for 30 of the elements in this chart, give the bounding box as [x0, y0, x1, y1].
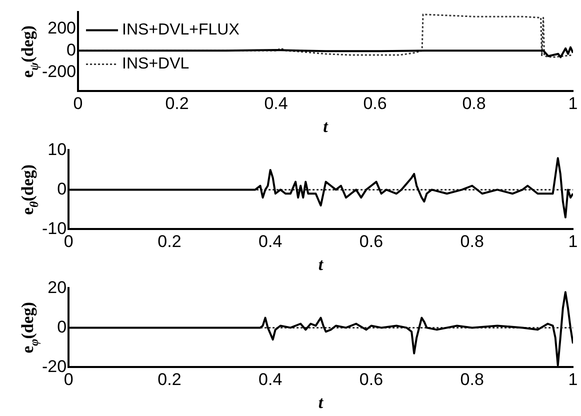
x-tick-label: 0.8 [460, 370, 484, 390]
x-tick-label: 1 [568, 94, 578, 114]
legend-label: INS+DVL+FLUX [122, 22, 240, 39]
x-tick-label: 0.4 [258, 370, 282, 390]
x-tick-label: 0.2 [158, 232, 182, 252]
x-tick-label: 0.2 [165, 94, 189, 114]
x-tick-label: 1 [568, 370, 578, 390]
y-tick-label: 200 [48, 18, 76, 38]
x-axis-title: t [323, 117, 330, 136]
x-tick-label: 0.2 [158, 370, 182, 390]
x-tick-label: 0.4 [258, 232, 282, 252]
y-tick-label: 20 [48, 278, 67, 297]
x-axis-title: t [318, 393, 324, 412]
y-tick-label: 10 [48, 140, 67, 159]
y-tick-label: 0 [66, 40, 76, 60]
x-tick-label: 0.6 [359, 232, 384, 252]
y-tick-label: 0 [57, 179, 67, 198]
x-tick-label: 0.8 [460, 232, 484, 252]
x-axis-title: t [318, 255, 324, 274]
x-tick-label: 1 [568, 232, 578, 252]
x-tick-label: 0.6 [363, 94, 387, 114]
y-tick-label: -200 [42, 62, 76, 82]
y-axis-title: eψ(deg) [18, 26, 41, 78]
y-axis-title: eθ(deg) [18, 164, 41, 215]
y-axis-title: eφ(deg) [18, 302, 41, 354]
x-tick-label: 0.4 [264, 94, 288, 114]
x-tick-label: 0.8 [462, 94, 486, 114]
legend-label: INS+DVL [122, 56, 190, 73]
x-tick-label: 0.6 [359, 370, 384, 390]
y-tick-label: 0 [57, 317, 67, 336]
